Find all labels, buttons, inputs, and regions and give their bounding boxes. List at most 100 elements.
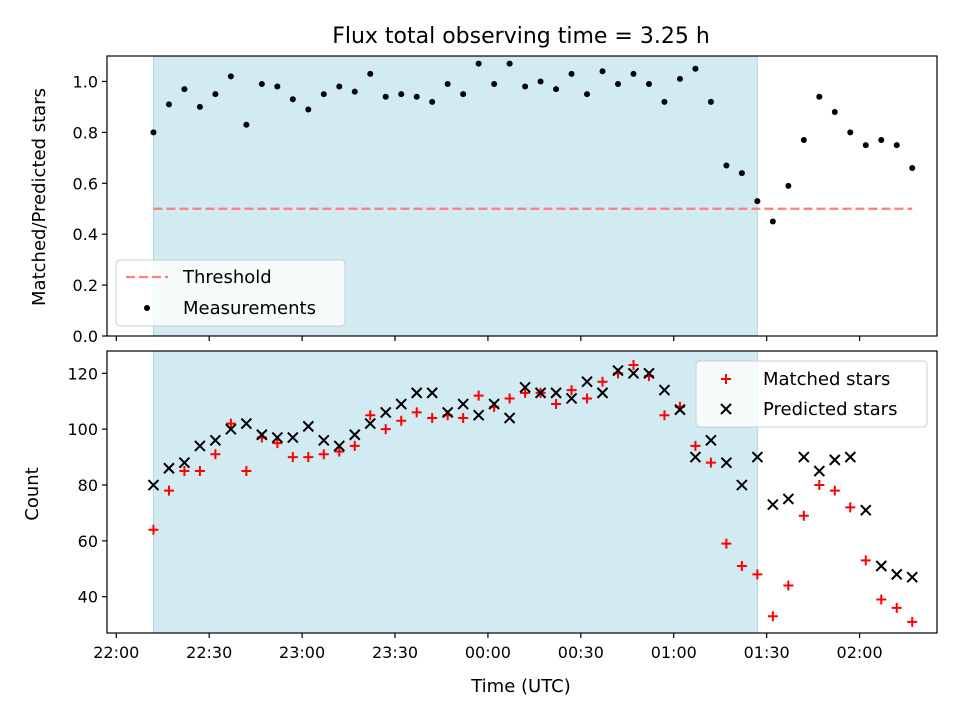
predicted-stars-point [488,398,500,410]
y-tick-label: 0.4 [73,225,98,244]
measurement-point [862,142,869,149]
matched-stars-point [163,485,174,496]
matched-stars-point [396,415,407,426]
top-y-axis-label: Matched/Predicted stars [29,88,50,306]
y-tick-label: 0.2 [73,276,98,295]
matched-stars-point [365,410,376,421]
predicted-stars-point [643,367,655,380]
x-tick-label: 00:30 [558,643,604,662]
measurement-point [196,103,203,110]
x-tick-label: 02:00 [837,643,883,662]
predicted-stars-point [689,451,702,463]
predicted-stars-point [426,387,438,399]
axes-frame [106,350,938,634]
matched-stars-point [582,393,593,404]
measurement-point [398,91,405,98]
predicted-stars-point [891,568,903,581]
bottom-y-axis-label: Count [22,467,43,520]
measurement-point [382,93,389,100]
predicted-stars-point [318,434,330,447]
y-tick-label: 120 [67,364,98,383]
legend-matched-swatch [721,374,731,384]
measurement-point [367,70,374,77]
predicted-stars-point [627,367,640,380]
x-tick-label: 22:00 [93,643,139,662]
predicted-stars-point [441,406,454,419]
measurement-point [305,106,312,113]
predicted-stars-point [271,431,284,444]
measurement-point [553,86,560,93]
measurement-point [645,81,652,87]
measurement-point [491,81,498,87]
matched-stars-point [303,452,314,463]
measurement-point [878,137,885,143]
predicted-stars-point [612,364,624,377]
predicted-stars-point [209,434,222,447]
predicted-stars-point [906,571,918,583]
x-axis-label: Time (UTC) [470,676,571,697]
predicted-stars-point [782,493,795,505]
predicted-stars-point [596,387,609,399]
legend-measurements-swatch [144,305,150,311]
predicted-stars-point [860,504,872,516]
matched-stars-point [597,376,608,387]
measurement-point [320,91,327,98]
matched-stars-point [767,611,778,622]
top-panel: 0.0 0.2 0.4 0.6 0.8 1.0 Threshold Measurements [73,55,938,346]
measurement-point [181,86,188,93]
legend-threshold-label: Threshold [182,267,272,288]
measurement-point [460,91,467,98]
matched-stars-point [210,449,221,460]
measurement-point [537,78,544,85]
measurement-point [800,137,807,143]
legend-predicted-label: Predicted stars [763,399,897,420]
matched-stars-point [411,407,422,418]
predicted-stars-point [565,392,578,405]
matched-stars-point [318,449,329,460]
x-tick-label: 22:30 [186,643,232,662]
predicted-stars-point [550,387,562,399]
predicted-stars-point [829,454,841,466]
predicted-stars-point [503,412,516,424]
matched-stars-point [876,594,887,605]
matched-stars-point [349,440,360,451]
legend-measurements-label: Measurements [183,298,316,319]
measurement-point [661,98,668,105]
matched-stars-point [860,555,871,566]
y-tick-label: 100 [67,420,98,439]
predicted-stars-point [364,417,376,430]
measurement-point [909,165,916,171]
predicted-stars-point [194,440,206,452]
measurement-point [444,81,451,87]
predicted-stars-point [844,451,856,463]
matched-stars-point [659,410,670,421]
matched-stars-point [907,616,918,627]
measurement-point [893,142,900,149]
matched-stars-point [380,424,391,435]
measurement-point [212,91,219,98]
measurement-point [165,101,172,108]
matched-stars-point [690,440,701,451]
predicted-stars-point [240,417,253,430]
measurement-point [351,88,358,95]
predicted-stars-point [457,398,469,410]
matched-stars-point [752,569,763,580]
matched-stars-point [225,418,236,429]
measurement-point [413,93,420,100]
x-tick-label: 23:30 [372,643,418,662]
measurement-point [831,109,838,115]
matched-stars-point [891,602,902,613]
y-tick-label: 0.8 [73,123,98,142]
predicted-stars-point [736,479,748,491]
matched-stars-point [520,387,531,398]
matched-stars-point [736,560,747,571]
measurement-point [336,83,343,90]
measurement-point [754,198,761,205]
measurement-point [692,65,699,72]
measurement-point [738,170,745,177]
matched-stars-point [783,580,794,591]
measurement-point [243,121,250,128]
measurement-point [506,60,513,67]
predicted-stars-point [349,429,361,441]
legend: Matched stars Predicted stars [695,360,928,428]
